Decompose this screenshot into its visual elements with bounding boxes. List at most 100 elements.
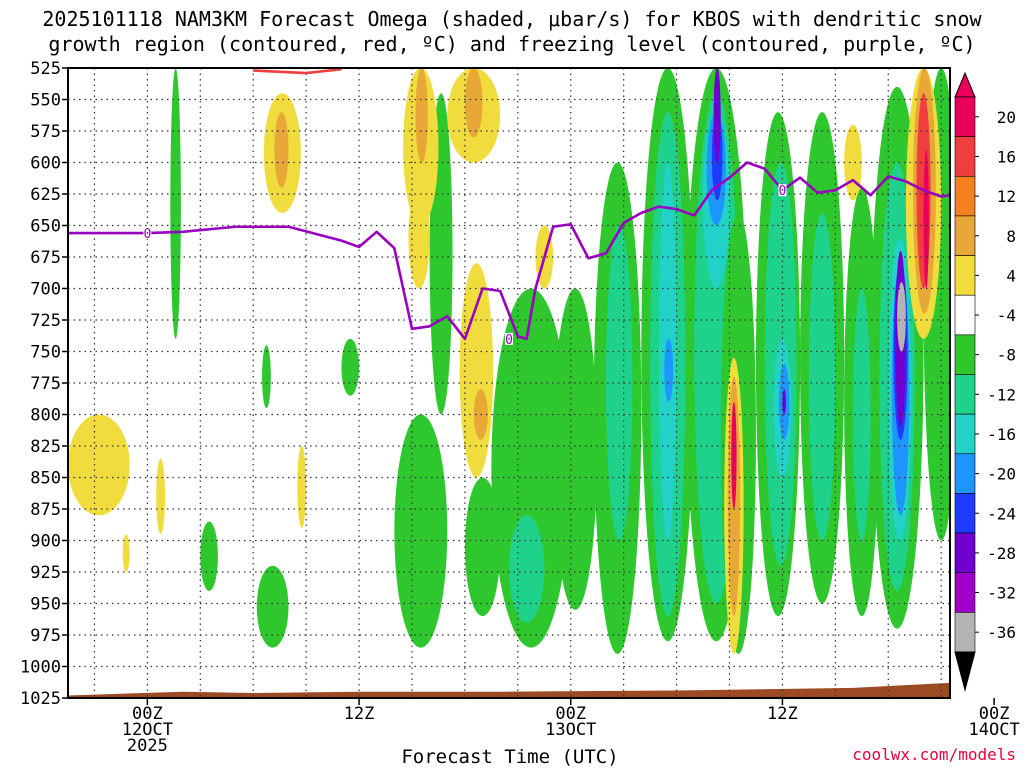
y-tick-label: 825 — [30, 437, 61, 457]
x-tick-label: 2025 — [127, 736, 168, 756]
colorbar-label: -4 — [997, 306, 1016, 325]
omega-shaded-region — [731, 401, 737, 510]
omega-shaded-region — [509, 515, 545, 623]
chart-title-line1: 2025101118 NAM3KM Forecast Omega (shaded… — [42, 7, 982, 31]
freezing-level-label: 0 — [779, 184, 787, 199]
y-tick-label: 650 — [30, 217, 61, 237]
y-tick-label: 1000 — [20, 658, 61, 678]
omega-shaded-region — [394, 414, 448, 648]
omega-shaded-region — [782, 389, 786, 415]
colorbar-swatch — [954, 413, 976, 455]
freezing-level-label: 0 — [143, 227, 151, 242]
omega-shaded-region — [923, 149, 929, 289]
y-tick-label: 675 — [30, 248, 61, 268]
colorbar: 20 16 12 8 4 -4 -8 -12 -16 -20 -24 -28 -32 -36 — [954, 71, 1016, 692]
colorbar-swatch — [954, 334, 976, 375]
omega-shaded-region — [553, 288, 598, 610]
omega-shaded-region — [262, 345, 271, 409]
omega-shaded-region — [459, 263, 494, 478]
freezing-level-label: 0 — [505, 333, 513, 348]
omega-shaded-region — [68, 414, 130, 516]
y-tick-label: 850 — [30, 469, 61, 489]
y-axis: 525 550 575 600 625 650 675 700 725 750 775 800 825 8… — [20, 59, 68, 709]
omega-shaded-region — [200, 521, 218, 591]
y-tick-label: 600 — [30, 154, 61, 174]
colorbar-label: -32 — [987, 584, 1016, 603]
colorbar-label: 4 — [1006, 266, 1016, 285]
y-tick-label: 950 — [30, 595, 61, 615]
colorbar-swatch — [954, 612, 976, 653]
contour-label-bg — [143, 227, 152, 240]
omega-shaded-region — [808, 212, 836, 541]
surface-pressure-band — [68, 682, 950, 698]
omega-shaded-region — [341, 338, 360, 396]
colorbar-swatch — [954, 294, 976, 336]
omega-shaded-region — [256, 565, 289, 648]
colorbar-label: -8 — [997, 346, 1016, 365]
x-tick-label: 12Z — [344, 704, 375, 724]
colorbar-label: -16 — [987, 425, 1016, 444]
y-tick-label: 900 — [30, 532, 61, 552]
y-tick-label: 975 — [30, 626, 61, 646]
y-tick-label: 525 — [30, 59, 61, 79]
omega-shaded-region — [122, 534, 130, 572]
colorbar-label: 20 — [997, 108, 1016, 127]
y-tick-label: 800 — [30, 406, 61, 426]
colorbar-swatch — [954, 532, 976, 574]
omega-shaded-region — [713, 68, 721, 163]
omega-shaded-region — [664, 338, 674, 402]
colorbar-label: -36 — [987, 623, 1016, 642]
x-tick-label: 00Z — [132, 704, 163, 724]
y-tick-label: 725 — [30, 311, 61, 331]
colorbar-label: -20 — [987, 465, 1016, 484]
y-tick-label: 750 — [30, 343, 61, 363]
plot-area: 0 0 0 — [67, 67, 1003, 699]
chart-title-line2: growth region (contoured, red, ºC) and f… — [48, 32, 975, 56]
x-axis-label: Forecast Time (UTC) — [401, 746, 618, 768]
omega-shaded-region — [464, 68, 483, 138]
contour-label-bg — [778, 184, 787, 197]
omega-shaded-region — [297, 446, 307, 528]
colorbar-label: 8 — [1006, 227, 1016, 246]
colorbar-lower-arrow — [954, 651, 976, 692]
colorbar-label: -12 — [987, 385, 1016, 404]
omega-shaded-region — [464, 477, 501, 617]
colorbar-swatch — [954, 96, 976, 137]
y-tick-label: 925 — [30, 563, 61, 583]
x-tick-label: 00Z — [979, 704, 1010, 724]
colorbar-label: 16 — [997, 147, 1016, 166]
omega-shaded-region — [897, 282, 906, 352]
y-tick-label: 625 — [30, 185, 61, 205]
colorbar-swatch — [954, 136, 976, 177]
colorbar-upper-arrow — [954, 71, 976, 98]
colorbar-label: 12 — [997, 187, 1016, 206]
omega-shaded-region — [170, 68, 181, 339]
x-tick-label: 13OCT — [545, 720, 596, 740]
colorbar-swatch — [954, 255, 976, 296]
y-tick-label: 700 — [30, 280, 61, 300]
dendritic-growth-contour — [253, 68, 342, 75]
freezing-level-contour — [68, 161, 950, 341]
omega-shaded-region — [415, 68, 428, 163]
omega-shaded-region — [844, 124, 862, 201]
colorbar-swatch — [954, 374, 976, 415]
omega-shaded-region — [156, 458, 166, 535]
contour-label-bg — [505, 332, 513, 345]
omega-shaded-region — [985, 528, 1003, 616]
x-tick-label: 12Z — [767, 704, 798, 724]
colorbar-swatch — [954, 215, 976, 256]
colorbar-swatch — [954, 572, 976, 613]
omega-shaded-region — [274, 112, 289, 188]
y-tick-label: 575 — [30, 122, 61, 142]
colorbar-label: -28 — [987, 544, 1016, 563]
colorbar-swatch — [954, 493, 976, 534]
y-tick-label: 875 — [30, 500, 61, 520]
y-tick-label: 550 — [30, 91, 61, 111]
credit-text: coolwx.com/models — [852, 745, 1016, 764]
x-tick-label: 14OCT — [969, 720, 1020, 740]
omega-shaded-region — [408, 187, 430, 289]
y-tick-label: 1025 — [20, 689, 61, 709]
x-tick-label: 12OCT — [122, 720, 173, 740]
